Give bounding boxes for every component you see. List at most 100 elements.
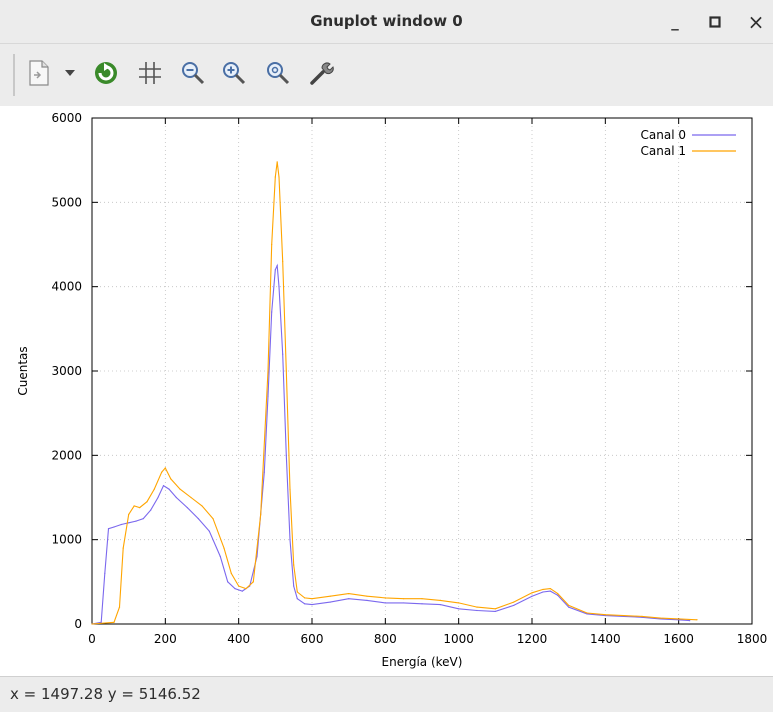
data-point [161,471,163,473]
grid-toggle-button[interactable] [135,58,165,88]
data-point [304,603,306,605]
data-point [256,555,258,558]
chart-svg[interactable]: 0 200 400 600 800 1000 1200 1400 1600 1800 0 1000 20… [0,106,773,676]
data-point [133,505,135,507]
data-point [142,517,144,520]
data-point [289,488,291,490]
data-point [260,513,262,515]
legend-label: Canal 1 [641,144,686,158]
y-tick-label: 2000 [51,448,82,462]
data-point [293,564,295,566]
data-point [549,590,551,592]
data-point [384,597,386,599]
x-tick-label: 1800 [737,632,768,646]
data-point [104,572,106,574]
data-point [252,581,254,583]
data-point [689,620,691,622]
data-point [91,623,93,625]
x-tick-label: 1200 [517,632,548,646]
x-tick-label: 1400 [590,632,621,646]
data-point [113,621,115,623]
close-icon: × [747,10,765,34]
export-dropdown-button[interactable] [62,58,78,88]
data-point [366,599,368,601]
zoom-reset-icon [267,62,290,85]
x-tick-label: 200 [154,632,177,646]
data-point [549,587,551,590]
series-line-canal-0 [91,263,690,625]
settings-button[interactable] [306,58,336,88]
data-point [201,505,203,507]
data-point [476,609,478,612]
data-point [476,606,478,608]
data-point [179,488,181,490]
data-point [282,353,284,355]
data-point [384,602,386,604]
y-tick-label: 5000 [51,195,82,209]
settings-wrench-icon [310,62,334,85]
zoom-in-button[interactable] [219,58,249,88]
data-point [329,595,331,597]
data-point [557,594,559,596]
data-point [274,176,276,178]
close-button[interactable]: × [745,10,767,34]
minimize-button[interactable]: _ [664,11,686,33]
data-point [276,161,278,163]
data-point [366,595,368,597]
data-point [219,555,221,558]
data-point [678,619,680,621]
zoom-out-button[interactable] [178,58,208,88]
data-point [162,485,165,487]
data-point [304,597,306,599]
data-point [230,572,232,574]
data-point [170,478,172,480]
data-point [542,588,544,591]
data-point [212,517,214,520]
data-point [113,526,115,528]
zoom-in-icon [223,62,246,85]
data-point [190,496,192,499]
data-point [107,528,110,530]
data-point [285,454,287,456]
data-point [267,395,269,397]
data-point [208,530,210,532]
data-point [168,488,170,490]
maximize-button[interactable] [704,11,726,33]
data-point [586,612,588,614]
y-axis-label: Cuentas [16,346,30,395]
data-point [271,243,273,246]
data-point [659,617,661,619]
copy-clipboard-button[interactable] [24,58,54,88]
zoom-reset-button[interactable] [263,58,293,88]
maximize-icon [709,16,721,28]
x-tick-label: 400 [227,632,250,646]
data-point [263,471,265,473]
x-axis-label: Energía (keV) [382,655,463,669]
data-point [164,467,166,469]
data-point [100,621,102,623]
replot-button[interactable] [91,58,121,88]
data-point [542,591,544,593]
data-point [289,539,291,541]
data-point [118,606,121,608]
plot-area[interactable]: 0 200 400 600 800 1000 1200 1400 1600 1800 0 1000 20… [0,106,773,676]
data-point [274,269,276,271]
data-point [128,513,130,515]
window-title: Gnuplot window 0 [310,12,463,30]
y-tick-label: 3000 [51,364,82,378]
toolbar-separator [13,54,15,96]
legend-label: Canal 0 [641,128,686,142]
data-point [157,496,159,499]
data-point [245,587,247,590]
data-point [175,496,177,499]
replot-icon [95,62,117,84]
data-point [197,517,199,520]
data-point [494,610,496,612]
data-point [568,606,570,608]
toolbar [0,44,773,106]
data-point [241,590,243,592]
title-bar[interactable]: Gnuplot window 0 _ × [0,0,773,44]
data-point [623,614,625,617]
status-bar: x = 1497.28 y = 5146.52 [0,676,773,712]
data-point [278,286,280,288]
